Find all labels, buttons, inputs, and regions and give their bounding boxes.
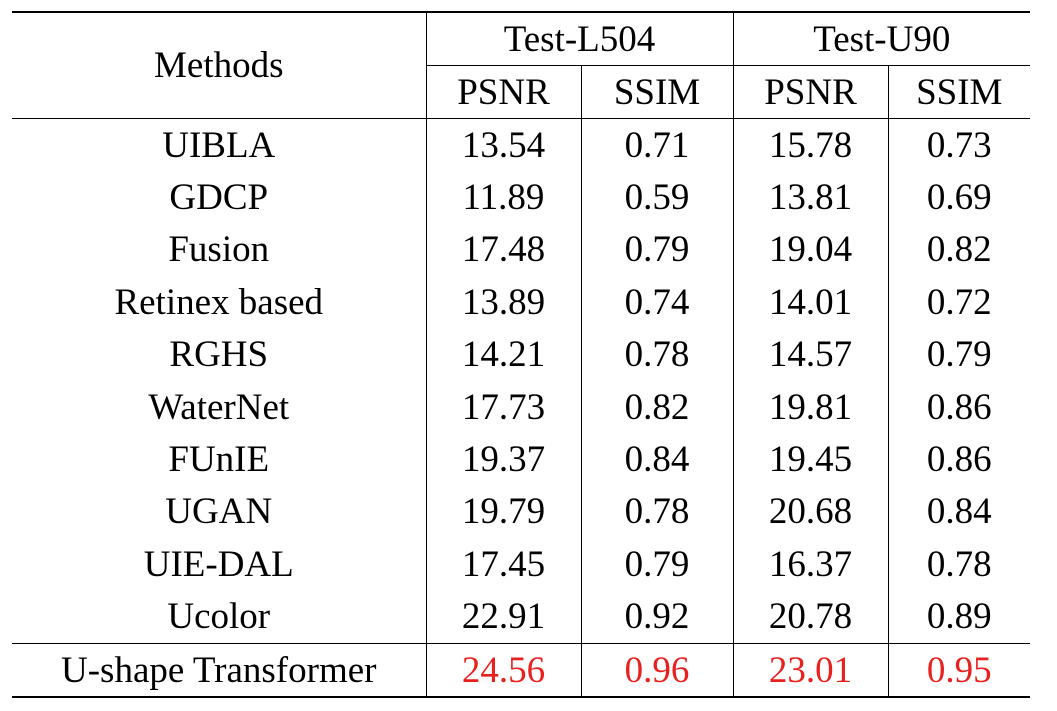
table-row: UIBLA 13.54 0.71 15.78 0.73 <box>12 118 1031 172</box>
l504-ssim-cell: 0.74 <box>581 276 734 329</box>
l504-psnr-cell: 13.89 <box>426 276 582 329</box>
l504-ssim-cell: 0.71 <box>581 118 734 172</box>
l504-ssim-cell: 0.92 <box>581 590 734 644</box>
l504-psnr-cell: 19.79 <box>426 485 582 539</box>
l504-ssim-cell: 0.78 <box>581 485 734 539</box>
l504-ssim-cell: 0.79 <box>581 538 734 591</box>
group-header-test-u90: Test-U90 <box>733 11 1031 66</box>
metric-header-u90-psnr: PSNR <box>733 65 889 119</box>
l504-ssim-cell: 0.96 <box>581 642 734 699</box>
method-cell: UGAN <box>12 485 427 539</box>
l504-psnr-cell: 11.89 <box>426 171 582 224</box>
u90-ssim-cell: 0.73 <box>888 118 1031 172</box>
u90-psnr-cell: 14.57 <box>733 328 889 381</box>
u90-ssim-cell: 0.78 <box>926 543 992 585</box>
method-cell: WaterNet <box>12 380 427 434</box>
table-body: UIBLA 13.54 0.71 15.78 0.73 GDCP 11.89 0.59 13.8… <box>12 118 1031 699</box>
u90-psnr-cell: 20.68 <box>733 485 889 539</box>
method-cell: Fusion <box>12 223 427 277</box>
method-cell: U-shape Transformer <box>12 642 427 699</box>
u90-ssim-cell: 0.86 <box>926 386 992 428</box>
method-cell: GDCP <box>12 171 427 224</box>
u90-ssim-cell: 0.72 <box>926 281 992 323</box>
u90-psnr-cell: 19.45 <box>733 433 889 486</box>
u90-psnr-cell: 19.81 <box>733 380 889 434</box>
l504-psnr-cell: 17.73 <box>426 380 582 434</box>
u90-ssim-cell: 0.86 <box>926 439 992 481</box>
l504-ssim-cell: 0.59 <box>581 171 734 224</box>
results-table: Methods Test-L504 Test-U90 PSNR SSIM PSN… <box>12 11 1031 699</box>
u90-ssim-cell: 0.84 <box>926 491 992 533</box>
metric-header-u90-ssim: SSIM <box>888 65 1031 119</box>
u90-ssim-cell: 0.89 <box>926 596 992 638</box>
method-cell: UIE-DAL <box>12 538 427 591</box>
table-row: Retinex based 13.89 0.74 14.01 0.72 <box>12 276 1030 329</box>
table-row: U-shape Transformer 24.56 0.96 23.01 0.95 <box>12 642 1031 699</box>
method-cell: FUnIE <box>12 433 427 486</box>
u90-psnr-cell: 15.78 <box>733 118 889 172</box>
u90-psnr-cell: 20.78 <box>733 590 889 644</box>
u90-psnr-cell: 14.01 <box>733 276 889 329</box>
l504-psnr-cell: 24.56 <box>426 642 582 699</box>
method-cell: UIBLA <box>12 118 427 172</box>
methods-header: Methods <box>12 11 427 119</box>
table-row: FUnIE 19.37 0.84 19.45 0.86 <box>12 433 1030 486</box>
u90-psnr-cell: 23.01 <box>733 642 889 699</box>
l504-psnr-cell: 17.48 <box>426 223 582 277</box>
l504-psnr-cell: 13.54 <box>426 118 582 172</box>
group-header-test-l504: Test-L504 <box>426 11 734 66</box>
l504-psnr-cell: 22.91 <box>426 590 582 644</box>
metric-header-l504-psnr: PSNR <box>426 65 582 119</box>
l504-ssim-cell: 0.84 <box>581 433 734 486</box>
u90-ssim-cell: 0.79 <box>926 334 992 376</box>
l504-psnr-cell: 19.37 <box>426 433 582 486</box>
l504-ssim-cell: 0.79 <box>581 223 734 277</box>
header-row-metrics: PSNR SSIM PSNR SSIM <box>12 65 1031 119</box>
l504-ssim-cell: 0.78 <box>581 328 734 381</box>
l504-psnr-cell: 14.21 <box>426 328 582 381</box>
method-cell: Retinex based <box>12 276 427 329</box>
u90-psnr-cell: 13.81 <box>733 171 889 224</box>
l504-ssim-cell: 0.82 <box>581 380 734 434</box>
u90-ssim-cell: 0.69 <box>926 177 992 219</box>
table-row: UIE-DAL 17.45 0.79 16.37 0.78 <box>12 538 1030 591</box>
table-row: Fusion 17.48 0.79 19.04 0.82 <box>12 223 1030 277</box>
table-row: GDCP 11.89 0.59 13.81 0.69 <box>12 171 1030 224</box>
method-cell: RGHS <box>12 328 427 381</box>
table-row: RGHS 14.21 0.78 14.57 0.79 <box>12 328 1030 381</box>
u90-ssim-cell: 0.95 <box>888 642 1031 699</box>
table-row: WaterNet 17.73 0.82 19.81 0.86 <box>12 380 1030 434</box>
metric-header-l504-ssim: SSIM <box>581 65 734 119</box>
header-row-groups: Methods Test-L504 Test-U90 <box>12 11 1031 119</box>
table-row: UGAN 19.79 0.78 20.68 0.84 <box>12 485 1030 539</box>
table-row: Ucolor 22.91 0.92 20.78 0.89 <box>12 590 1030 644</box>
u90-ssim-cell: 0.82 <box>926 229 992 271</box>
u90-psnr-cell: 19.04 <box>733 223 889 277</box>
l504-psnr-cell: 17.45 <box>426 538 582 591</box>
method-cell: Ucolor <box>12 590 427 644</box>
u90-psnr-cell: 16.37 <box>733 538 889 591</box>
